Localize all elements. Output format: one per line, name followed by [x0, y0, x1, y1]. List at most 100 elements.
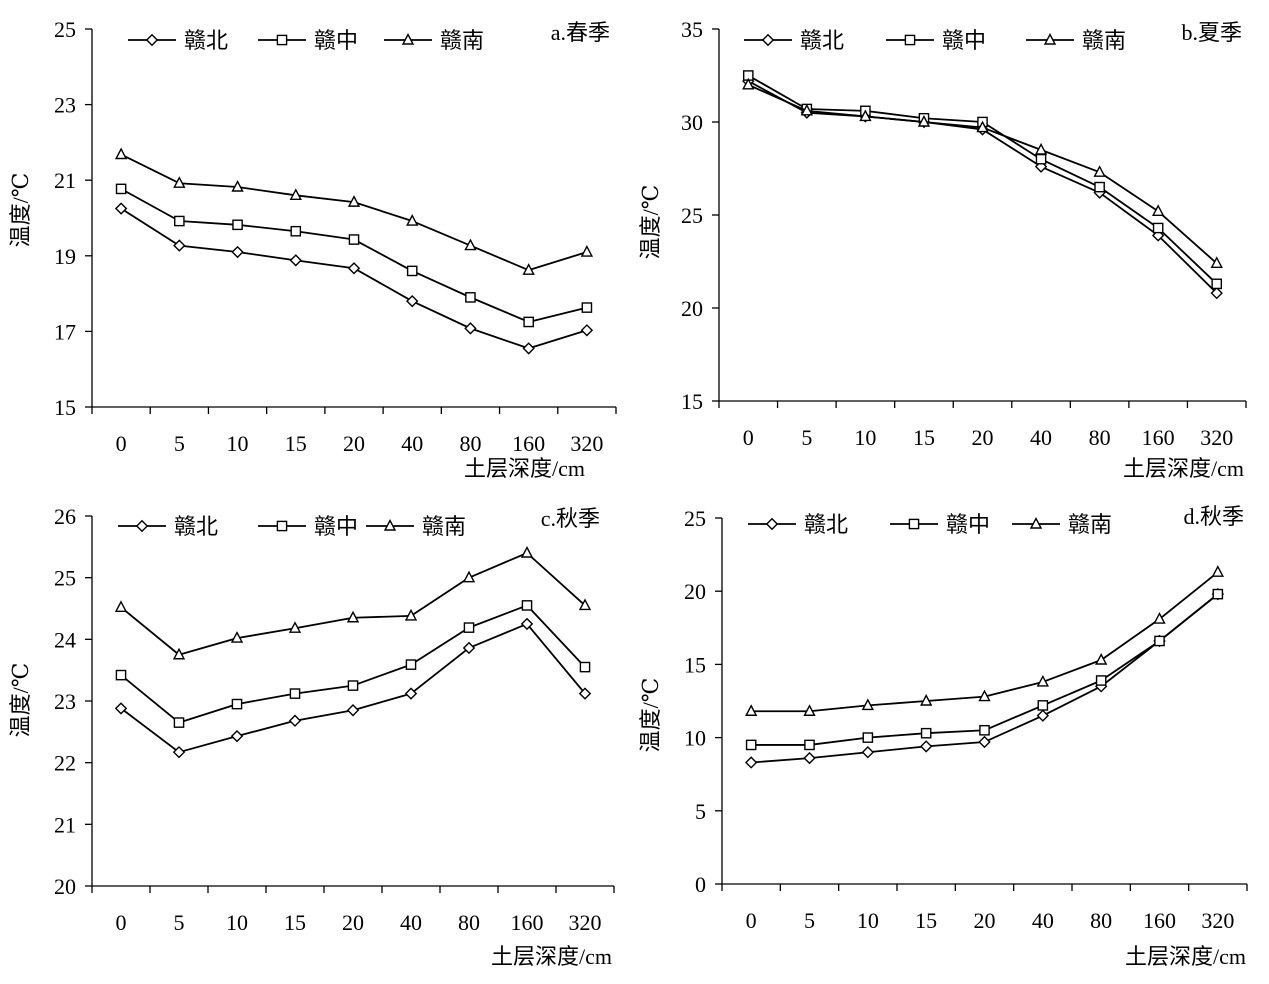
series-line-2 [751, 593, 1219, 746]
x-tick-label-5: 5 [801, 425, 812, 450]
data-point [231, 245, 244, 259]
data-point [230, 631, 244, 643]
x-tick-label-40: 40 [1030, 425, 1052, 450]
legend-label: 赣南 [440, 28, 484, 53]
legend-item-1: 赣北 [128, 28, 228, 53]
data-point [978, 689, 991, 702]
data-point [405, 659, 417, 670]
legend-label: 赣中 [314, 28, 358, 53]
y-axis-title: 温度/℃ [638, 185, 663, 260]
legend-item-2: 赣中 [258, 514, 358, 539]
legend-label: 赣中 [314, 514, 358, 539]
x-tick-label-20: 20 [342, 910, 364, 935]
legend-label: 赣南 [1082, 28, 1126, 53]
data-point [231, 180, 244, 192]
legend-marker [276, 34, 288, 46]
data-point [742, 77, 755, 90]
data-point [406, 214, 419, 226]
data-point [114, 600, 128, 612]
x-tick-label-10: 10 [227, 431, 249, 456]
data-point [520, 545, 534, 558]
x-tick-label-10: 10 [226, 910, 248, 935]
data-point [404, 687, 418, 700]
series-line-3 [747, 83, 1218, 265]
data-point [1152, 222, 1164, 234]
data-point [804, 739, 815, 751]
data-point [1036, 709, 1050, 722]
y-tick-label-20: 20 [684, 579, 706, 604]
y-tick-label-15: 15 [681, 389, 703, 414]
x-tick-label-320: 320 [569, 910, 602, 935]
x-tick-label-15: 15 [284, 910, 306, 935]
data-point [348, 234, 360, 245]
data-point [1037, 700, 1049, 711]
data-point [1210, 256, 1223, 269]
y-tick-label-23: 23 [54, 689, 76, 714]
series-line-1 [120, 207, 588, 350]
data-point [1095, 653, 1108, 665]
data-point [800, 103, 813, 116]
y-tick-label-22: 22 [54, 751, 76, 776]
data-point [347, 262, 361, 275]
legend-label: 赣南 [422, 514, 466, 539]
data-point [979, 724, 990, 736]
x-tick-label-0: 0 [746, 908, 757, 933]
data-point [289, 254, 302, 267]
legend-marker [765, 517, 779, 531]
panel-title: a.春季 [551, 20, 610, 45]
y-tick-label-21: 21 [54, 168, 76, 193]
x-tick-label-15: 15 [913, 425, 935, 450]
data-point [580, 324, 594, 337]
data-point [522, 342, 535, 355]
legend-item-1: 赣北 [118, 514, 218, 539]
legend-marker [1043, 32, 1057, 45]
data-point [1211, 278, 1223, 290]
legend-item-3: 赣南 [366, 514, 466, 539]
legend-label: 赣北 [804, 512, 848, 537]
x-tick-label-80: 80 [1090, 908, 1112, 933]
y-axis-title: 温度/℃ [638, 678, 663, 753]
y-tick-label-15: 15 [684, 652, 706, 677]
data-point [464, 322, 477, 335]
data-point [579, 661, 591, 673]
x-tick-label-40: 40 [401, 431, 423, 456]
data-point [232, 219, 243, 231]
y-tick-label-25: 25 [681, 203, 703, 228]
legend-label: 赣中 [946, 512, 990, 537]
y-tick-label-20: 20 [54, 874, 76, 899]
data-point [978, 735, 991, 749]
x-tick-label-160: 160 [1143, 908, 1176, 933]
data-point [114, 202, 128, 215]
legend-marker [761, 33, 775, 47]
data-point [1035, 153, 1047, 165]
data-point [404, 608, 418, 621]
series-line-3 [120, 552, 586, 656]
x-tick-label-5: 5 [804, 908, 815, 933]
data-point [289, 688, 301, 699]
panel-title: d.秋季 [1183, 504, 1244, 529]
x-axis-title: 土层深度/cm [1125, 944, 1246, 969]
chart-panel-3: 20 21 22 23 24 25 26 0 5 10 15 20 40 80 160 320 土层深度/cm 温… [8, 504, 615, 969]
y-tick-label-21: 21 [54, 812, 76, 837]
data-point [861, 698, 874, 711]
legend-item-2: 赣中 [886, 28, 986, 53]
series-line-1 [747, 80, 1218, 294]
data-point [862, 732, 874, 743]
data-point [744, 756, 758, 769]
data-point [406, 294, 419, 308]
data-point [290, 225, 302, 237]
legend-marker [401, 32, 415, 45]
x-tick-label-320: 320 [1201, 908, 1234, 933]
x-tick-label-80: 80 [459, 431, 481, 456]
data-point [1036, 674, 1049, 687]
data-point [462, 570, 476, 583]
y-tick-label-20: 20 [681, 296, 703, 321]
series-line-2 [120, 188, 588, 323]
data-point [289, 188, 302, 201]
data-point [522, 263, 535, 275]
x-tick-label-20: 20 [974, 908, 996, 933]
data-point [1094, 181, 1105, 193]
series-line-3 [120, 153, 588, 272]
data-point [172, 745, 186, 759]
